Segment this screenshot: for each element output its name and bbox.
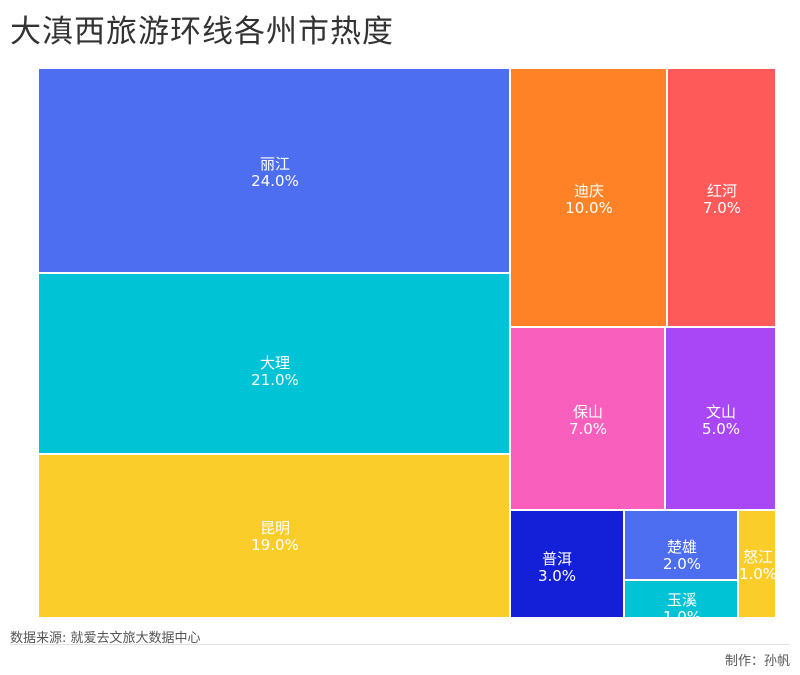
tile-value: 2.0%	[662, 555, 702, 573]
treemap-tile: 丽江 24.0%	[38, 68, 510, 273]
tile-value: 1.0%	[662, 608, 702, 626]
tile-value: 5.0%	[701, 420, 741, 438]
tile-name: 玉溪	[666, 591, 698, 609]
tile-value: 24.0%	[251, 172, 299, 190]
tile-name: 文山	[705, 403, 737, 421]
tile-name: 怒江	[742, 548, 774, 566]
tile-name: 保山	[572, 403, 604, 421]
treemap-tile: 普洱 3.0%	[510, 510, 624, 618]
tile-label: 楚雄 2.0%	[663, 539, 701, 573]
tile-name: 普洱	[541, 550, 573, 568]
chart-title: 大滇西旅游环线各州市热度	[10, 14, 394, 50]
tile-value: 7.0%	[568, 420, 608, 438]
tile-label: 丽江 24.0%	[251, 156, 299, 190]
tile-label: 文山 5.0%	[702, 404, 740, 438]
tile-value: 3.0%	[537, 567, 577, 585]
tile-value: 21.0%	[251, 371, 299, 389]
treemap-tile: 迪庆 10.0%	[510, 68, 667, 327]
treemap-tile: 怒江 1.0%	[738, 510, 777, 618]
divider	[10, 644, 790, 645]
tile-label: 玉溪 1.0%	[663, 592, 701, 626]
treemap-tile: 昆明 19.0%	[38, 454, 510, 618]
tile-label: 大理 21.0%	[251, 355, 299, 389]
tile-label: 保山 7.0%	[569, 404, 607, 438]
tile-value: 10.0%	[565, 199, 613, 217]
tile-label: 普洱 3.0%	[538, 551, 576, 585]
tile-name: 迪庆	[573, 182, 604, 200]
tile-name: 昆明	[259, 519, 290, 537]
treemap: 丽江 24.0% 大理 21.0% 昆明 19.0% 迪庆 10.0% 红河 7.0% 保山 7.0%…	[38, 68, 777, 626]
tile-value: 1.0%	[738, 565, 778, 583]
treemap-tile: 楚雄 2.0%	[624, 510, 738, 580]
tile-value: 7.0%	[702, 199, 742, 217]
tile-label: 迪庆 10.0%	[565, 183, 613, 217]
treemap-tile: 红河 7.0%	[667, 68, 776, 327]
data-source: 数据来源: 就爱去文旅大数据中心	[10, 631, 201, 646]
tile-label: 昆明 19.0%	[251, 520, 299, 554]
credit: 制作：孙帆	[724, 654, 790, 669]
tile-label: 怒江 1.0%	[739, 549, 777, 583]
treemap-tile: 玉溪 1.0%	[624, 580, 738, 626]
treemap-tile: 保山 7.0%	[510, 327, 665, 510]
tile-name: 大理	[259, 354, 290, 372]
treemap-tile: 文山 5.0%	[665, 327, 776, 510]
tile-name: 楚雄	[666, 538, 698, 556]
tile-label: 红河 7.0%	[703, 183, 741, 217]
tile-name: 丽江	[259, 155, 290, 173]
tile-value: 19.0%	[251, 536, 299, 554]
treemap-tile: 大理 21.0%	[38, 273, 510, 454]
tile-name: 红河	[706, 182, 738, 200]
